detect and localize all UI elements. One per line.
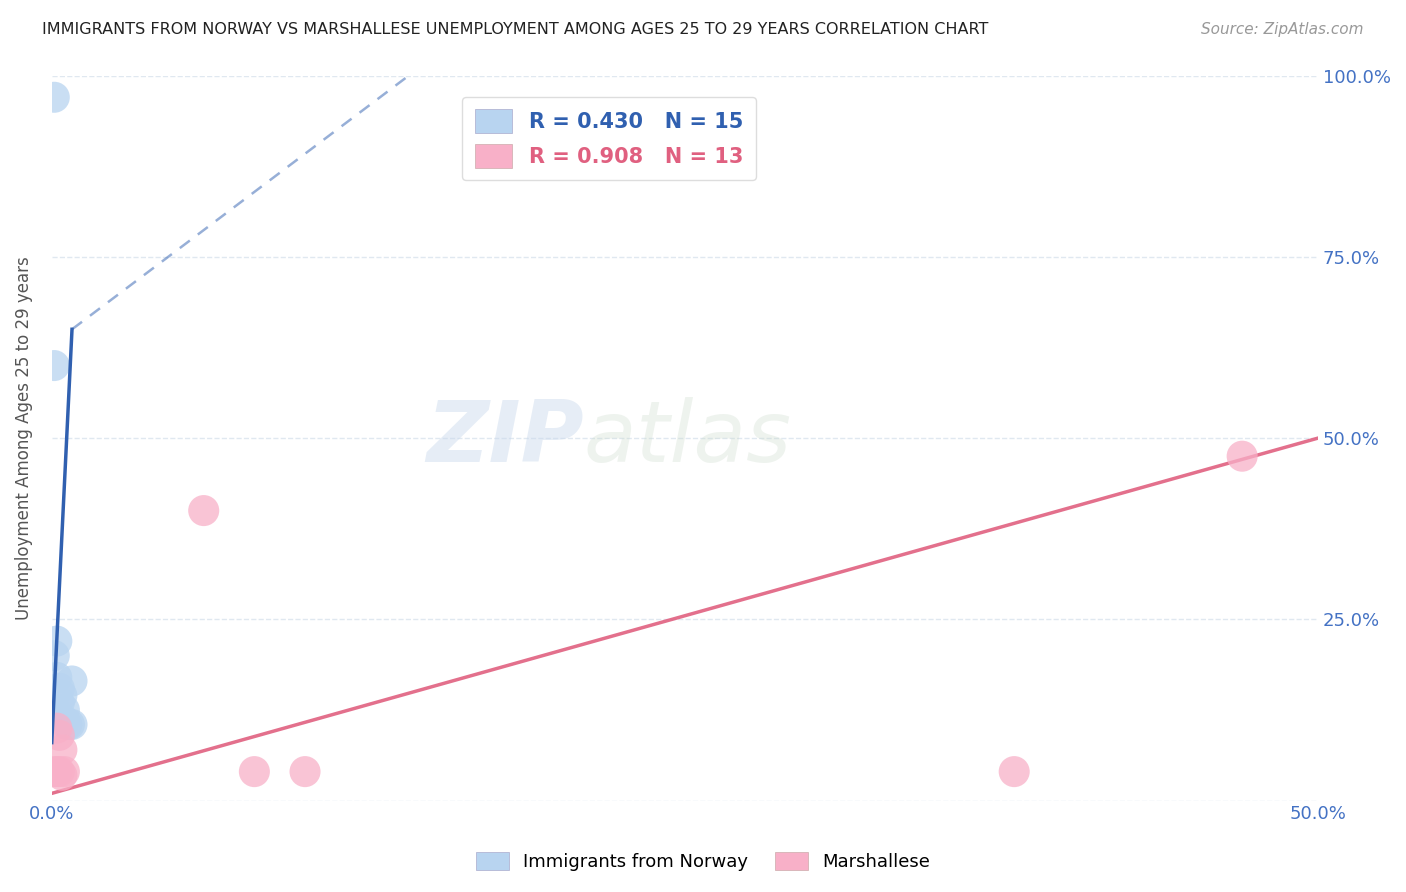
Point (193, 503, 215, 517)
Point (48, 696, 70, 710)
Point (45, 670, 67, 684)
Point (44, 648, 66, 663)
Point (58, 717, 80, 731)
Point (45, 764, 67, 779)
Point (1230, 449, 1253, 463)
Point (51, 768, 73, 782)
Point (44, 764, 66, 779)
Point (53, 703, 76, 717)
Text: Source: ZipAtlas.com: Source: ZipAtlas.com (1201, 22, 1364, 37)
Legend: R = 0.430   N = 15, R = 0.908   N = 13: R = 0.430 N = 15, R = 0.908 N = 13 (463, 97, 756, 180)
Y-axis label: Unemployment Among Ages 25 to 29 years: Unemployment Among Ages 25 to 29 years (15, 256, 32, 620)
Point (51, 743, 73, 757)
Point (45, 634, 67, 648)
Point (243, 764, 266, 779)
Point (44, 703, 66, 717)
Text: IMMIGRANTS FROM NORWAY VS MARSHALLESE UNEMPLOYMENT AMONG AGES 25 TO 29 YEARS COR: IMMIGRANTS FROM NORWAY VS MARSHALLESE UN… (42, 22, 988, 37)
Point (56, 717, 79, 731)
Point (48, 764, 70, 779)
Point (44, 90, 66, 104)
Text: ZIP: ZIP (426, 397, 583, 480)
Text: atlas: atlas (583, 397, 792, 480)
Point (60, 717, 83, 731)
Point (53, 714, 76, 728)
Point (45, 721, 67, 735)
Point (1002, 764, 1025, 779)
Point (53, 764, 76, 779)
Point (294, 764, 316, 779)
Point (51, 689, 73, 703)
Point (48, 681, 70, 696)
Point (48, 728, 70, 742)
Point (44, 359, 66, 373)
Point (60, 673, 83, 688)
Legend: Immigrants from Norway, Marshallese: Immigrants from Norway, Marshallese (468, 845, 938, 879)
